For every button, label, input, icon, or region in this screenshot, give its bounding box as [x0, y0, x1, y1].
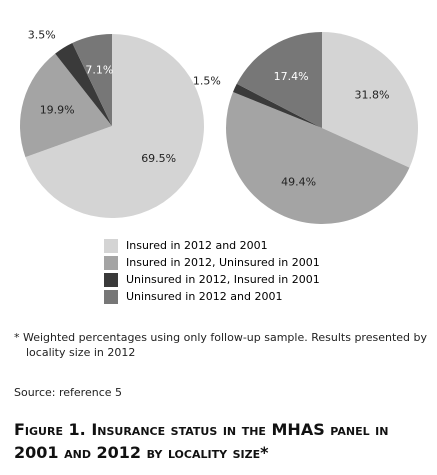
pie-slice — [25, 34, 205, 218]
pie-slice — [55, 43, 112, 126]
legend-swatch — [104, 256, 118, 270]
legend-label: Insured in 2012, Uninsured in 2001 — [126, 256, 320, 269]
value-label: 1.5% — [193, 74, 221, 87]
value-label: 19.9% — [40, 103, 75, 116]
value-label: 69.5% — [141, 152, 176, 165]
legend-label: Uninsured in 2012 and 2001 — [126, 290, 282, 303]
source: Source: reference 5 — [14, 386, 123, 399]
pie-slice — [19, 53, 112, 158]
value-label: 7.1% — [85, 63, 113, 76]
legend-swatch — [104, 239, 118, 253]
figure-caption: Figure 1. Insurance status in the MHAS p… — [14, 420, 389, 462]
value-label: 49.4% — [281, 176, 316, 189]
legend-swatch — [104, 290, 118, 304]
legend-label: Insured in 2012 and 2001 — [126, 239, 268, 252]
pie-slice — [226, 91, 410, 224]
value-label: 3.5% — [28, 28, 56, 41]
legend-swatch — [104, 273, 118, 287]
footnote: * Weighted percentages using only follow… — [14, 331, 428, 359]
value-label: 31.8% — [355, 89, 390, 102]
value-label: 17.4% — [274, 70, 309, 83]
charts: 69.5% 19.9% 3.5% 7.1% 31.8% 49.4% 1.5% 17.4% Ins… — [19, 28, 418, 304]
pie-slice — [72, 34, 112, 126]
pie-slice — [322, 32, 418, 168]
pie-slice — [236, 32, 322, 128]
pie-slice — [233, 83, 322, 128]
legend-label: Uninsured in 2012, Insured in 2001 — [126, 273, 320, 286]
